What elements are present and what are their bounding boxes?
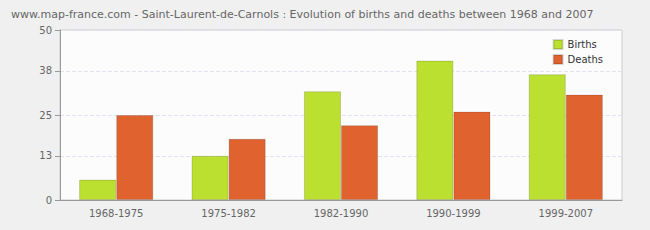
svg-text:50: 50 — [39, 25, 52, 36]
svg-text:0: 0 — [46, 195, 52, 206]
svg-text:13: 13 — [39, 150, 52, 161]
svg-text:1990-1999: 1990-1999 — [426, 208, 481, 219]
svg-text:38: 38 — [39, 65, 52, 76]
svg-text:1975-1982: 1975-1982 — [201, 208, 256, 219]
svg-text:Births: Births — [568, 39, 597, 50]
svg-text:1982-1990: 1982-1990 — [314, 208, 369, 219]
svg-text:1999-2007: 1999-2007 — [539, 208, 594, 219]
svg-text:Deaths: Deaths — [568, 54, 603, 65]
svg-text:25: 25 — [39, 110, 52, 121]
svg-text:1968-1975: 1968-1975 — [89, 208, 144, 219]
svg-text:www.map-france.com - Saint-Lau: www.map-france.com - Saint-Laurent-de-Ca… — [11, 8, 593, 21]
